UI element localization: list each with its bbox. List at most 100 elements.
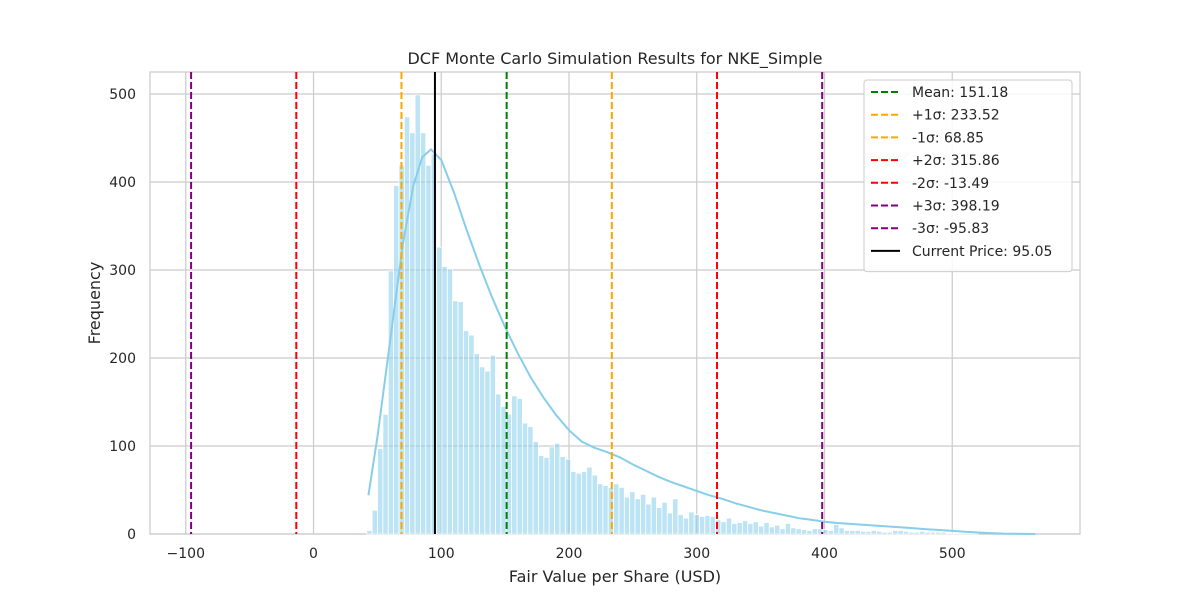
histogram-bar — [511, 395, 518, 535]
y-tick-label: 500 — [109, 87, 136, 103]
histogram-bar — [623, 496, 631, 535]
histogram-bar — [387, 270, 395, 535]
histogram-bar — [951, 532, 958, 535]
histogram-bar — [886, 531, 893, 535]
histogram-bar — [747, 523, 754, 535]
histogram-bar — [752, 521, 759, 535]
histogram-bar — [833, 523, 840, 535]
x-tick-label: 500 — [939, 546, 966, 562]
histogram-bar — [586, 466, 593, 535]
histogram-bar — [457, 301, 464, 535]
legend-label: -1σ: 68.85 — [912, 130, 984, 146]
histogram-bar — [860, 530, 867, 535]
histogram-bar — [516, 398, 523, 535]
histogram-bar — [774, 524, 781, 535]
histogram-bar — [527, 426, 534, 535]
histogram-bar — [677, 514, 684, 535]
grid — [150, 72, 1080, 535]
histogram-bar — [489, 354, 496, 535]
x-tick-label: 300 — [683, 546, 710, 562]
histogram-bar — [500, 405, 507, 535]
histogram-bar — [420, 132, 427, 535]
histogram-bar — [897, 530, 904, 535]
histogram-bar — [559, 456, 566, 535]
histogram-bar — [661, 501, 668, 535]
legend-label: +2σ: 315.86 — [912, 153, 1000, 169]
histogram-bar — [441, 266, 448, 535]
y-axis-label: Frequency — [85, 262, 104, 345]
legend-label: +1σ: 233.52 — [912, 108, 1000, 124]
histogram-bar — [414, 94, 421, 535]
histogram-bar — [382, 413, 389, 535]
histogram-bar — [945, 532, 953, 535]
histogram-bar — [548, 446, 555, 535]
histogram-bar — [763, 522, 770, 535]
histogram-bar — [554, 442, 561, 535]
kde-curve — [367, 148, 1036, 535]
histogram-bar — [806, 530, 813, 535]
histogram-bar — [892, 530, 899, 535]
histogram-bar — [543, 457, 550, 535]
legend-label: Current Price: 95.05 — [912, 244, 1052, 260]
legend-label: -3σ: -95.83 — [912, 221, 989, 237]
y-tick-label: 300 — [109, 263, 136, 279]
histogram-bar — [967, 532, 974, 535]
y-tick-label: 200 — [109, 351, 136, 367]
histogram-bar — [956, 532, 963, 535]
histogram-bar — [645, 503, 652, 535]
histogram-bar — [709, 516, 716, 535]
x-tick-label: 0 — [309, 546, 318, 562]
histogram-bar — [693, 514, 700, 535]
histogram-bar — [425, 164, 432, 535]
y-axis-ticks: 0 100 200 300 400 500 — [109, 87, 136, 543]
x-tick-label: 100 — [428, 546, 455, 562]
x-axis-label: Fair Value per Share (USD) — [509, 567, 721, 586]
histogram-bar — [570, 471, 577, 535]
histogram-bar — [731, 523, 738, 535]
histogram-bar — [591, 474, 598, 535]
histogram-bar — [929, 531, 936, 535]
histogram-bar — [784, 523, 792, 535]
histogram-bar — [672, 498, 679, 535]
histogram-bar — [827, 530, 834, 535]
histogram-bar — [795, 528, 802, 535]
histogram-bar — [725, 517, 733, 535]
histogram-bar — [366, 530, 373, 535]
histogram-bar — [854, 530, 861, 535]
histogram-bar — [575, 472, 582, 535]
histogram-bar — [640, 493, 647, 535]
x-tick-label: 400 — [811, 546, 838, 562]
histogram-bar — [446, 268, 454, 535]
histogram-bar — [629, 491, 636, 535]
histogram-bar — [656, 507, 663, 535]
legend-label: Mean: 151.18 — [912, 85, 1008, 101]
histogram-bar — [822, 529, 829, 535]
histogram-bar — [940, 531, 947, 535]
histogram-bar — [484, 370, 491, 535]
histogram-bar — [881, 531, 888, 535]
histogram-bar — [521, 422, 529, 535]
histogram-bar — [902, 530, 910, 535]
histogram-bar — [779, 528, 786, 535]
histogram-bar — [838, 527, 845, 535]
histogram-bar — [843, 530, 851, 535]
histogram-bar — [811, 528, 818, 535]
histogram-bar — [924, 531, 931, 535]
histogram-bar — [908, 531, 915, 535]
histogram-bar — [666, 512, 674, 535]
histogram-bar — [736, 522, 743, 535]
histogram-bar — [403, 116, 411, 535]
reference-lines — [190, 72, 824, 534]
y-tick-label: 0 — [127, 527, 136, 543]
histogram-bar — [768, 526, 775, 535]
histogram-bar — [913, 531, 920, 535]
histogram-bar — [961, 532, 969, 535]
chart-title: DCF Monte Carlo Simulation Results for N… — [407, 49, 822, 69]
histogram-bar — [377, 448, 384, 535]
histogram-bar — [532, 441, 539, 535]
histogram-bar — [452, 300, 459, 535]
histogram-bar — [618, 486, 625, 535]
histogram-bar — [495, 393, 502, 535]
histogram-bar — [870, 530, 877, 535]
y-tick-label: 400 — [109, 175, 136, 191]
